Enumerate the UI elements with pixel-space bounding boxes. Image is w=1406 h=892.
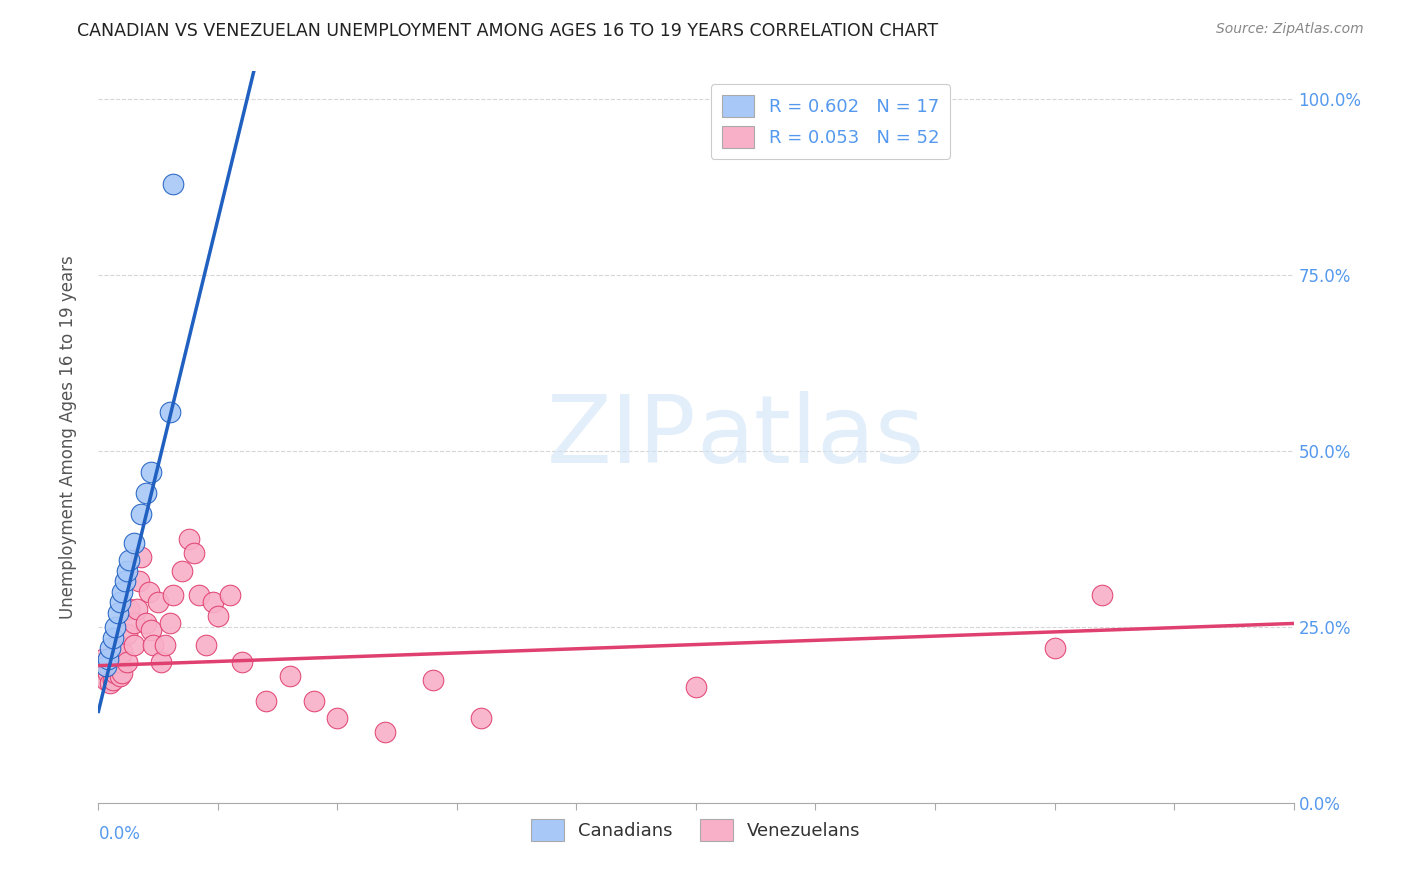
- Point: [111, 644, 134, 658]
- Point: [207, 609, 229, 624]
- Point: [104, 620, 127, 634]
- Point: [155, 638, 177, 652]
- Point: [115, 627, 138, 641]
- Point: [142, 638, 165, 652]
- Point: [101, 655, 124, 669]
- Point: [101, 631, 124, 645]
- Point: [183, 546, 205, 560]
- Point: [124, 638, 146, 652]
- Point: [326, 711, 349, 725]
- Point: [139, 624, 162, 638]
- Point: [278, 669, 301, 683]
- Point: [114, 574, 136, 589]
- Point: [107, 606, 129, 620]
- Point: [131, 549, 153, 564]
- Point: [202, 595, 225, 609]
- Point: [124, 535, 146, 549]
- Point: [115, 655, 138, 669]
- Point: [94, 673, 117, 687]
- Point: [131, 508, 153, 522]
- Point: [187, 588, 209, 602]
- Legend: Canadians, Venezuelans: Canadians, Venezuelans: [524, 812, 868, 848]
- Point: [108, 655, 131, 669]
- Point: [98, 641, 122, 656]
- Point: [159, 405, 181, 419]
- Text: ZIP: ZIP: [547, 391, 696, 483]
- Point: [98, 662, 122, 676]
- Y-axis label: Unemployment Among Ages 16 to 19 years: Unemployment Among Ages 16 to 19 years: [59, 255, 77, 619]
- Point: [94, 658, 117, 673]
- Point: [104, 644, 127, 658]
- Point: [254, 694, 277, 708]
- Point: [97, 665, 120, 680]
- Point: [108, 595, 131, 609]
- Point: [128, 574, 150, 589]
- Point: [685, 680, 707, 694]
- Point: [195, 638, 218, 652]
- Point: [135, 486, 157, 500]
- Point: [219, 588, 242, 602]
- Point: [101, 673, 124, 687]
- Text: atlas: atlas: [696, 391, 924, 483]
- Text: 0.0%: 0.0%: [98, 825, 141, 843]
- Point: [115, 564, 138, 578]
- Point: [179, 532, 201, 546]
- Point: [1091, 588, 1114, 602]
- Point: [111, 584, 134, 599]
- Point: [162, 177, 184, 191]
- Point: [111, 665, 134, 680]
- Point: [1043, 641, 1066, 656]
- Point: [124, 616, 146, 631]
- Point: [108, 669, 131, 683]
- Point: [104, 665, 127, 680]
- Text: Source: ZipAtlas.com: Source: ZipAtlas.com: [1216, 22, 1364, 37]
- Point: [91, 651, 114, 665]
- Point: [94, 662, 117, 676]
- Point: [470, 711, 492, 725]
- Point: [148, 595, 170, 609]
- Point: [118, 553, 141, 567]
- Point: [374, 725, 396, 739]
- Point: [231, 655, 253, 669]
- Point: [135, 616, 157, 631]
- Point: [97, 651, 120, 665]
- Point: [107, 638, 129, 652]
- Point: [138, 584, 160, 599]
- Point: [125, 602, 148, 616]
- Point: [422, 673, 444, 687]
- Point: [98, 676, 122, 690]
- Point: [162, 588, 184, 602]
- Point: [149, 655, 172, 669]
- Point: [159, 616, 181, 631]
- Point: [118, 602, 141, 616]
- Point: [139, 465, 162, 479]
- Point: [172, 564, 194, 578]
- Text: CANADIAN VS VENEZUELAN UNEMPLOYMENT AMONG AGES 16 TO 19 YEARS CORRELATION CHART: CANADIAN VS VENEZUELAN UNEMPLOYMENT AMON…: [77, 22, 938, 40]
- Point: [107, 662, 129, 676]
- Point: [302, 694, 325, 708]
